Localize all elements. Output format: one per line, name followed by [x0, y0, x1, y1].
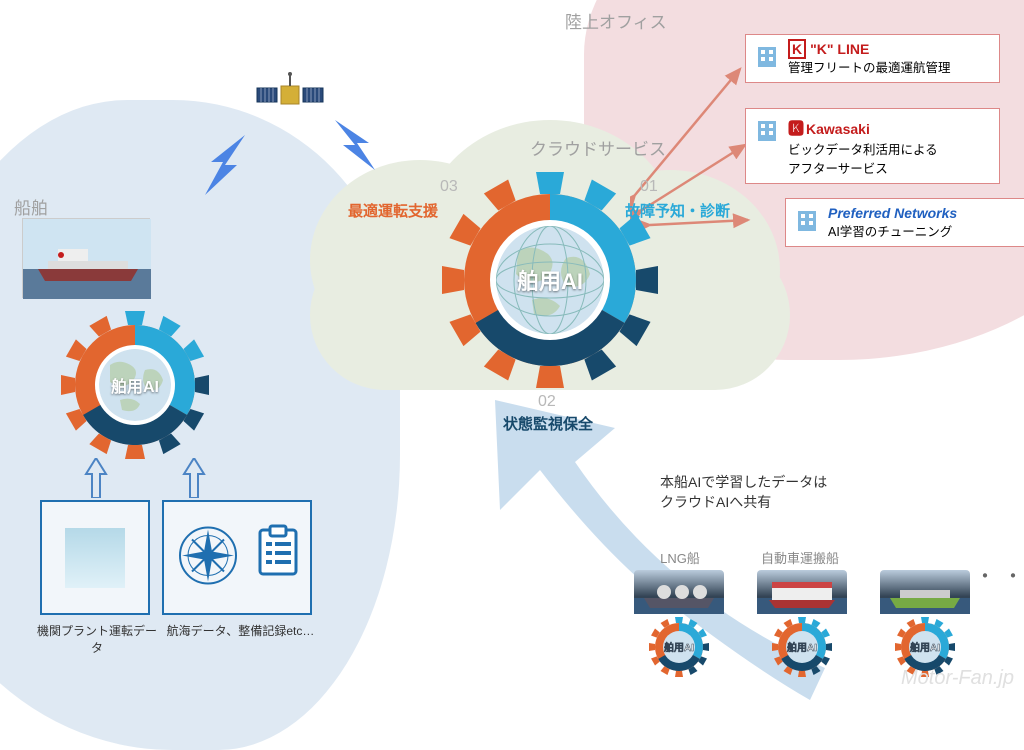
car-ship-icon — [757, 570, 847, 614]
ship-region-label: 船舶 — [14, 194, 48, 219]
clipboard-icon — [256, 524, 300, 583]
kline-desc: 管理フリートの最適運航管理 — [788, 57, 991, 76]
more-dots: ・・・ — [975, 560, 1024, 589]
kawasaki-brand: 🅺Kawasaki — [788, 115, 991, 139]
bottom-note-l1: 本船AIで学習したデータは — [660, 472, 827, 492]
pfn-card: Preferred Networks AI学習のチューニング — [785, 198, 1024, 247]
ship-ai-label: 舶用AI — [111, 373, 159, 397]
voyage-data-box — [162, 500, 312, 615]
satellite-icon — [255, 70, 325, 125]
building-icon — [752, 115, 782, 145]
lightning-right-icon — [325, 115, 385, 180]
lng-gear: 舶用AI — [648, 616, 710, 678]
pfn-brand: Preferred Networks — [828, 205, 1024, 221]
kline-brand: K"K" LINE — [788, 41, 991, 57]
func03-label: 最適運転支援 — [348, 200, 438, 221]
kline-card: K"K" LINE 管理フリートの最適運航管理 — [745, 34, 1000, 83]
car-gear: 舶用AI — [771, 616, 833, 678]
func02-label: 状態監視保全 — [503, 413, 593, 434]
svg-text:舶用AI: 舶用AI — [664, 641, 694, 654]
up-arrow-left-icon — [84, 458, 108, 503]
central-ai-label: 舶用AI — [517, 264, 583, 296]
svg-text:舶用AI: 舶用AI — [787, 641, 817, 654]
pfn-desc: AI学習のチューニング — [828, 221, 1024, 240]
compass-icon — [174, 521, 242, 594]
func02-num: 02 — [538, 393, 556, 411]
bottom-note-l2: クラウドAIへ共有 — [660, 492, 771, 512]
ship-photo — [22, 218, 150, 298]
lng-ship-icon — [634, 570, 724, 614]
building-icon — [792, 205, 822, 235]
building-icon — [752, 41, 782, 71]
kawasaki-card: 🅺Kawasaki ビックデータ利活用による アフターサービス — [745, 108, 1000, 184]
up-arrow-right-icon — [182, 458, 206, 503]
watermark: Motor-Fan.jp — [901, 667, 1014, 690]
other-ship-icon — [880, 570, 970, 614]
cloud-region-label: クラウドサービス — [530, 135, 666, 160]
lng-label: LNG船 — [640, 548, 720, 567]
func01-num: 01 — [640, 178, 658, 196]
func01-label: 故障予知・診断 — [625, 200, 730, 221]
svg-text:舶用AI: 舶用AI — [910, 641, 940, 654]
engine-icon — [65, 528, 125, 588]
office-region-label: 陸上オフィス — [565, 8, 667, 33]
car-label: 自動車運搬船 — [750, 548, 850, 567]
lightning-left-icon — [195, 130, 255, 205]
kawasaki-desc: ビックデータ利活用による アフターサービス — [788, 139, 991, 177]
voyage-data-label: 航海データ、整備記録etc… — [158, 622, 323, 639]
ship-ai-gear: 舶用AI — [60, 310, 210, 460]
engine-data-box — [40, 500, 150, 615]
engine-data-label: 機関プラント運転データ — [32, 622, 162, 656]
func03-num: 03 — [440, 178, 458, 196]
